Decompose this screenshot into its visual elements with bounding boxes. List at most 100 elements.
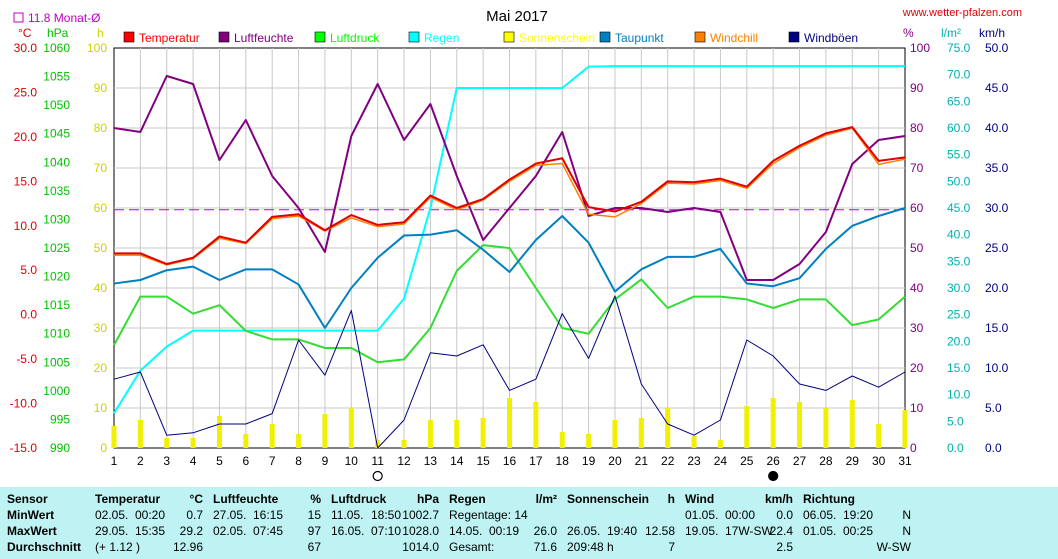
table-value: 7: [668, 540, 675, 554]
y-tick-sun: 100: [87, 41, 107, 55]
table-cell: 01.05.: [685, 508, 719, 522]
y-tick-pressure: 1050: [43, 98, 70, 112]
legend-swatch: [408, 31, 420, 43]
sunshine-bar: [375, 440, 381, 448]
series-line-luftfeuchte: [113, 75, 906, 281]
monthly-average-marker: [13, 12, 24, 23]
sun-unit-label: h: [97, 26, 104, 40]
x-tick-label: 2: [137, 454, 144, 468]
x-tick-label: 27: [793, 454, 807, 468]
pressure-unit-label: hPa: [47, 26, 69, 40]
sunshine-bar: [691, 436, 697, 448]
y-tick-pressure: 1035: [43, 184, 70, 198]
y-tick-pressure: 1030: [43, 212, 70, 226]
table-value: 12.58: [644, 524, 675, 538]
sunshine-bar: [876, 424, 882, 448]
x-tick-label: 9: [322, 454, 329, 468]
y-tick-rain: 70.0: [947, 68, 971, 82]
table-cell: 06.05.: [803, 508, 837, 522]
sunshine-bar: [638, 418, 644, 448]
y-tick-temp: 10.0: [14, 219, 38, 233]
y-tick-pressure: 1020: [43, 270, 70, 284]
y-tick-pressure: 990: [50, 441, 70, 455]
table-header-wind: Wind: [685, 492, 715, 506]
table-value: 1002.7: [402, 508, 439, 522]
sunshine-bar: [401, 440, 407, 448]
sunshine-bar: [296, 434, 302, 448]
monthly-average-label: 11.8 Monat-Ø: [28, 11, 100, 25]
legend-label: Windböen: [804, 31, 858, 45]
sunshine-bar: [164, 438, 170, 448]
y-tick-sun: 30: [94, 321, 108, 335]
table-cell: 01.05.: [803, 524, 837, 538]
y-tick-sun: 80: [94, 121, 108, 135]
x-tick-label: 24: [714, 454, 728, 468]
x-tick-label: 18: [556, 454, 570, 468]
sunshine-bar: [507, 398, 512, 448]
table-cell: 15:35: [135, 524, 166, 538]
y-tick-pressure: 1000: [43, 384, 70, 398]
legend-label: Luftdruck: [330, 31, 380, 45]
y-tick-pressure: 1060: [43, 41, 70, 55]
series-line-temperatur: [114, 126, 906, 265]
x-tick-label: 7: [269, 454, 276, 468]
legend-label: Luftfeuchte: [234, 31, 294, 45]
table-value: 29.2: [179, 524, 203, 538]
table-cell: 14.05.: [449, 524, 483, 538]
table-cell: 209:48 h: [567, 540, 614, 554]
y-tick-humidity: 40: [910, 281, 924, 295]
legend-swatch: [694, 31, 706, 43]
x-tick-label: 8: [295, 454, 302, 468]
sunshine-bar: [902, 410, 908, 448]
y-tick-rain: 65.0: [947, 94, 971, 108]
table-cell: 00:19: [489, 524, 520, 538]
y-tick-sun: 70: [94, 161, 108, 175]
y-tick-rain: 60.0: [947, 121, 971, 135]
y-tick-rain: 20.0: [947, 334, 971, 348]
table-cell: 29.05.: [95, 524, 129, 538]
table-cell: 26.05.: [567, 524, 601, 538]
y-tick-wind: 25.0: [985, 241, 1009, 255]
table-cell: 18:50: [371, 508, 402, 522]
y-tick-humidity: 60: [910, 201, 924, 215]
table-cell: 16.05.: [331, 524, 365, 538]
table-header-humidity: Luftfeuchte: [213, 492, 279, 506]
x-tick-label: 28: [819, 454, 833, 468]
y-tick-humidity: 70: [910, 161, 924, 175]
table-cell: 11.05.: [331, 508, 364, 522]
table-row-label: MaxWert: [7, 524, 57, 538]
y-tick-rain: 15.0: [947, 361, 971, 375]
table-value: 1028.0: [402, 524, 439, 538]
y-tick-rain: 5.0: [947, 414, 964, 428]
x-tick-label: 12: [397, 454, 411, 468]
table-value: N: [902, 524, 911, 538]
y-tick-rain: 35.0: [947, 254, 971, 268]
sunshine-bar: [269, 424, 275, 448]
x-tick-label: 14: [450, 454, 464, 468]
wind-unit-label: km/h: [979, 26, 1005, 40]
summary-table: Sensor MinWert MaxWert Durchschnitt Temperat…: [0, 487, 1058, 559]
y-tick-wind: 0.0: [985, 441, 1002, 455]
sunshine-bar: [533, 402, 539, 448]
table-header-rain: Regen: [449, 492, 486, 506]
site-url: www.wetter-pfalzen.com: [902, 7, 1022, 19]
x-tick-label: 6: [242, 454, 249, 468]
table-cell: Regentage: 14: [449, 508, 528, 522]
series-line-taupunkt: [113, 207, 906, 329]
table-value: 1014.0: [402, 540, 439, 554]
y-tick-pressure: 1010: [43, 327, 70, 341]
y-tick-sun: 50: [94, 241, 108, 255]
y-tick-temp: 30.0: [14, 41, 38, 55]
y-tick-pressure: 1025: [43, 241, 70, 255]
x-tick-label: 13: [424, 454, 438, 468]
y-tick-humidity: 50: [910, 241, 924, 255]
y-tick-wind: 20.0: [985, 281, 1009, 295]
table-unit-humidity: %: [310, 492, 321, 506]
sunshine-bar: [849, 400, 855, 448]
table-cell: 27.05.: [213, 508, 247, 522]
table-header-sensor: Sensor: [7, 492, 48, 506]
table-cell: 19.05.: [685, 524, 719, 538]
x-tick-label: 4: [190, 454, 197, 468]
table-cell: 02.05.: [213, 524, 247, 538]
y-tick-pressure: 1005: [43, 355, 70, 369]
